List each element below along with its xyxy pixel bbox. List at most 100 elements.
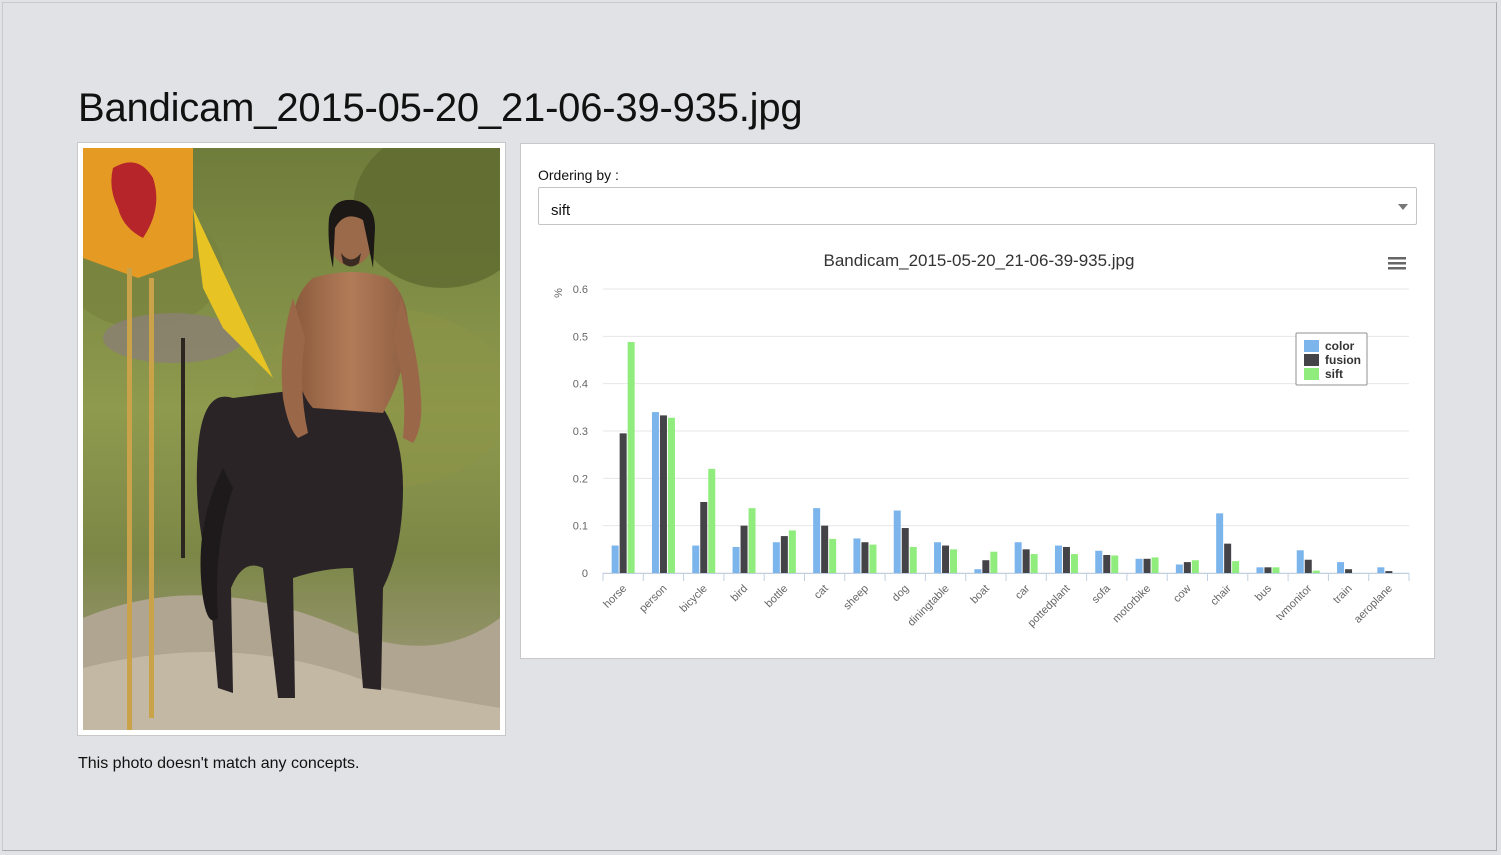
x-tick-label: horse bbox=[601, 583, 629, 611]
bar-fusion-diningtable bbox=[942, 545, 950, 573]
bar-sift-sheep bbox=[869, 544, 877, 573]
chart-container: Bandicam_2015-05-20_21-06-39-935.jpg % 0… bbox=[521, 239, 1434, 654]
bar-sift-cat bbox=[829, 538, 837, 573]
legend-label-fusion: fusion bbox=[1325, 353, 1361, 367]
photo-frame bbox=[77, 142, 506, 736]
bar-sift-chair bbox=[1232, 561, 1240, 573]
x-tick-label: cow bbox=[1171, 583, 1193, 605]
centaur-photo-image bbox=[83, 148, 500, 730]
legend-swatch-color bbox=[1304, 340, 1319, 352]
bar-sift-boat bbox=[990, 551, 998, 573]
x-tick-label: tvmonitor bbox=[1274, 582, 1315, 623]
bar-sift-cow bbox=[1191, 560, 1199, 573]
x-tick-label: bird bbox=[729, 583, 750, 604]
y-tick-label: 0 bbox=[582, 568, 588, 580]
x-tick-label: bicycle bbox=[678, 583, 710, 615]
bar-color-horse bbox=[611, 545, 619, 573]
bar-sift-dog bbox=[909, 546, 917, 573]
x-tick-label: motorbike bbox=[1111, 583, 1154, 626]
y-axis-ticks: 0 0.1 0.2 0.3 0.4 0.5 0.6 bbox=[573, 284, 588, 580]
bar-color-bird bbox=[732, 546, 740, 573]
bar-fusion-bicycle bbox=[700, 502, 708, 573]
chart-panel: Ordering by : sift Bandicam_2015-05-20_2… bbox=[520, 143, 1435, 659]
x-axis bbox=[602, 573, 1410, 581]
bar-sift-car bbox=[1030, 554, 1038, 573]
x-tick-label: car bbox=[1013, 582, 1033, 602]
bar-color-sofa bbox=[1095, 550, 1103, 573]
bar-fusion-tvmonitor bbox=[1304, 559, 1312, 573]
x-tick-label: boat bbox=[968, 583, 992, 607]
bar-fusion-bus bbox=[1264, 567, 1272, 573]
bar-fusion-car bbox=[1022, 549, 1030, 573]
x-tick-label: aeroplane bbox=[1352, 583, 1395, 626]
bar-fusion-sofa bbox=[1103, 555, 1111, 573]
x-tick-label: diningtable bbox=[906, 583, 952, 629]
legend-label-color: color bbox=[1325, 339, 1355, 353]
x-tick-label: pottedplant bbox=[1026, 583, 1073, 630]
chart-menu-button[interactable] bbox=[1385, 254, 1409, 276]
bar-sift-bird bbox=[748, 508, 756, 573]
x-tick-label: cat bbox=[812, 583, 831, 602]
bar-fusion-person bbox=[659, 415, 667, 573]
chart-gridlines bbox=[603, 288, 1409, 574]
bar-color-cow bbox=[1175, 564, 1183, 573]
chevron-down-icon bbox=[1398, 204, 1408, 210]
legend-swatch-sift bbox=[1304, 368, 1319, 380]
bar-sift-diningtable bbox=[950, 549, 958, 573]
x-tick-label: train bbox=[1331, 583, 1355, 607]
bar-color-aeroplane bbox=[1377, 567, 1385, 573]
hamburger-menu-icon bbox=[1388, 257, 1406, 270]
chart-bars bbox=[611, 342, 1393, 573]
y-tick-label: 0.2 bbox=[573, 473, 588, 485]
x-tick-label: person bbox=[637, 583, 669, 615]
x-tick-label: sofa bbox=[1090, 582, 1114, 606]
bar-color-bus bbox=[1256, 567, 1264, 573]
y-tick-label: 0.6 bbox=[573, 284, 588, 296]
x-axis-ticks: horse person bicycle bird bottle cat sheep dogd… bbox=[601, 582, 1395, 630]
photo[interactable] bbox=[83, 148, 500, 730]
y-axis-label: % bbox=[553, 288, 565, 298]
bar-color-bottle bbox=[772, 542, 780, 573]
bar-fusion-pottedplant bbox=[1062, 546, 1070, 573]
bar-color-car bbox=[1014, 542, 1022, 573]
bar-color-sheep bbox=[853, 538, 861, 573]
bar-color-bicycle bbox=[692, 545, 700, 573]
bar-fusion-bird bbox=[740, 525, 748, 573]
no-match-message: This photo doesn't match any concepts. bbox=[78, 755, 360, 772]
y-tick-label: 0.3 bbox=[573, 426, 588, 438]
bar-fusion-chair bbox=[1224, 543, 1232, 573]
legend-swatch-fusion bbox=[1304, 354, 1319, 366]
bar-fusion-cat bbox=[821, 525, 829, 573]
y-tick-label: 0.5 bbox=[573, 331, 588, 343]
x-tick-label: bottle bbox=[763, 583, 791, 611]
bar-sift-motorbike bbox=[1151, 557, 1159, 573]
bar-color-motorbike bbox=[1135, 558, 1143, 573]
y-tick-label: 0.4 bbox=[573, 379, 588, 391]
bar-fusion-bottle bbox=[780, 536, 788, 573]
bar-sift-pottedplant bbox=[1070, 554, 1078, 573]
bar-sift-bottle bbox=[788, 530, 796, 573]
bar-sift-tvmonitor bbox=[1312, 570, 1320, 573]
y-tick-label: 0.1 bbox=[573, 521, 588, 533]
bar-color-person bbox=[651, 412, 659, 573]
bar-fusion-boat bbox=[982, 560, 990, 573]
bar-fusion-dog bbox=[901, 528, 909, 573]
bar-color-dog bbox=[893, 510, 901, 573]
bar-sift-bus bbox=[1272, 567, 1280, 573]
bar-fusion-horse bbox=[619, 433, 627, 573]
x-tick-label: bus bbox=[1253, 582, 1274, 603]
bar-sift-horse bbox=[627, 342, 635, 573]
legend-label-sift: sift bbox=[1325, 367, 1343, 381]
bar-color-pottedplant bbox=[1054, 545, 1062, 573]
ordering-label: Ordering by : bbox=[538, 167, 619, 183]
bar-fusion-sheep bbox=[861, 542, 869, 573]
ordering-selected-value: sift bbox=[551, 202, 571, 219]
x-tick-label: chair bbox=[1208, 582, 1234, 608]
ordering-select[interactable]: sift bbox=[538, 187, 1417, 225]
bar-fusion-aeroplane bbox=[1385, 571, 1393, 573]
bar-color-chair bbox=[1216, 513, 1224, 573]
x-tick-label: dog bbox=[890, 583, 911, 604]
bar-color-cat bbox=[813, 508, 821, 573]
